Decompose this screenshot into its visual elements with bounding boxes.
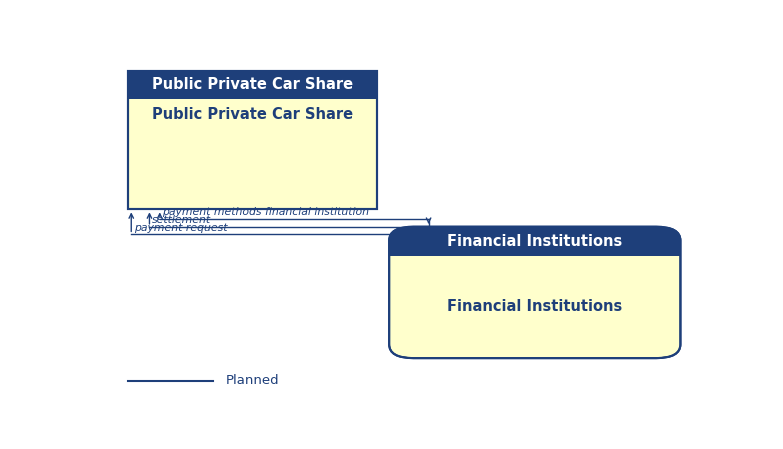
Text: settlement: settlement [152,215,211,225]
Text: Financial Institutions: Financial Institutions [447,299,622,314]
Text: Public Private Car Share: Public Private Car Share [152,78,353,92]
Bar [389,240,680,255]
Text: payment request: payment request [134,223,227,233]
Bar [128,71,377,209]
Text: Planned: Planned [226,374,279,387]
FancyBboxPatch shape [389,227,680,358]
Bar [128,71,377,99]
Bar [128,71,377,209]
FancyBboxPatch shape [389,227,680,255]
Text: Public Private Car Share: Public Private Car Share [152,107,353,123]
Text: payment methods financial institution: payment methods financial institution [162,207,370,217]
Text: Financial Institutions: Financial Institutions [447,233,622,249]
